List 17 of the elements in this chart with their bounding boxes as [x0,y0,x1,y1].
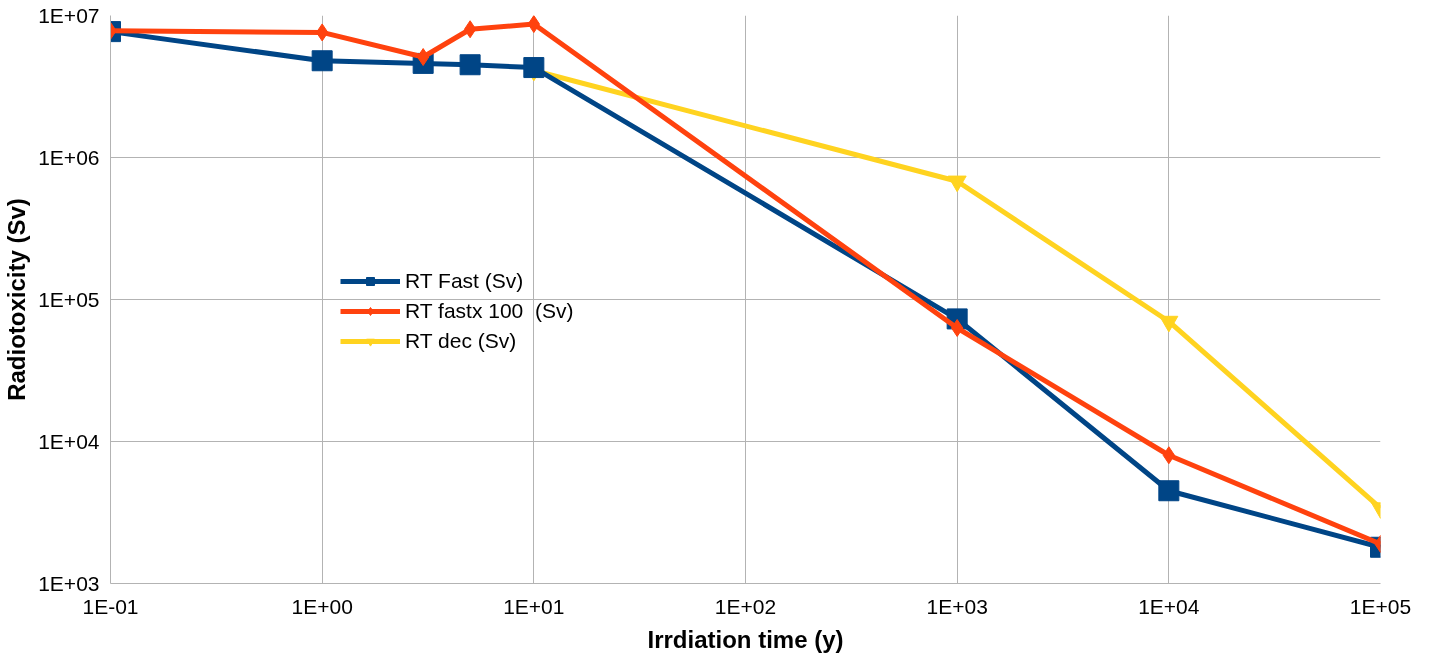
y-tick-label: 1E+03 [38,572,100,595]
x-tick-label: 1E+03 [926,594,988,618]
y-tick-label: 1E+05 [38,288,100,311]
x-tick-label: 1E-01 [82,594,139,618]
y-axis-title: Radiotoxicity (Sv) [3,198,31,401]
y-tick-label: 1E+06 [38,146,100,169]
legend-label: RT fastx 100 (Sv) [405,299,574,323]
y-tick-label: 1E+04 [38,430,100,453]
x-axis-title: Irrdiation time (y) [647,625,844,653]
y-tick-label: 1E+07 [38,4,100,27]
legend-label: RT dec (Sv) [405,329,517,353]
x-tick-label: 1E+01 [503,594,565,618]
x-tick-label: 1E+04 [1138,594,1200,618]
x-tick-label: 1E+02 [714,594,777,618]
legend-label: RT Fast (Sv) [405,269,524,293]
x-tick-label: 1E+00 [291,594,353,618]
x-tick-label: 1E+05 [1349,594,1412,618]
